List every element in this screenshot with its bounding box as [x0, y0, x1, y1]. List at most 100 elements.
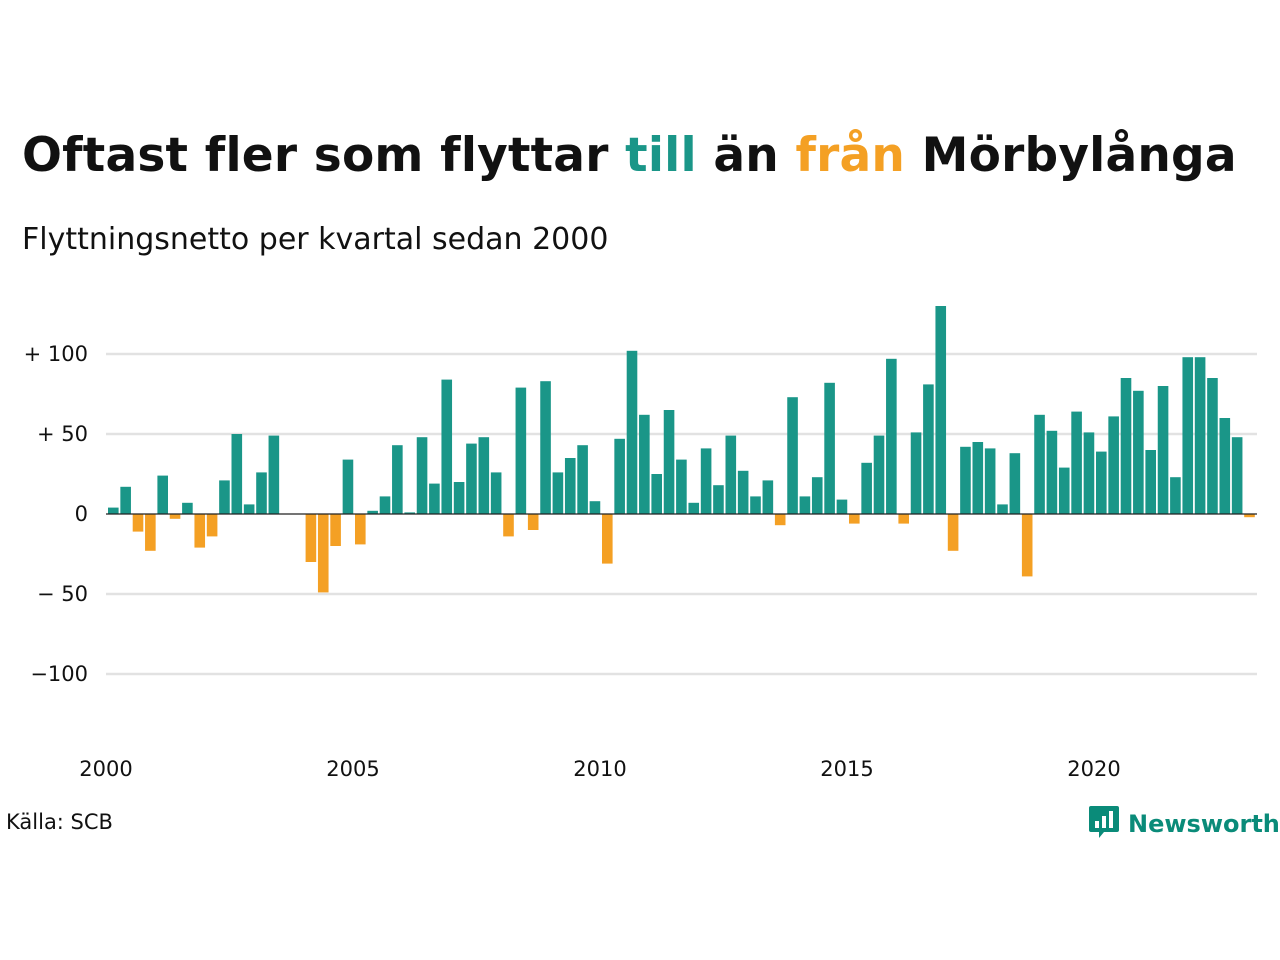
x-tick-label: 2005	[326, 757, 379, 781]
bar	[799, 496, 811, 514]
bar	[145, 514, 156, 551]
source-label: Källa: SCB	[6, 810, 113, 834]
bar	[1219, 418, 1231, 514]
bar	[824, 382, 835, 514]
bar	[305, 514, 317, 562]
title-part-3: Mörbylånga	[905, 128, 1237, 183]
bar	[960, 446, 971, 514]
bar	[206, 514, 218, 537]
y-tick-label: −100	[30, 662, 88, 686]
bar	[478, 437, 490, 514]
bar	[132, 514, 144, 532]
bar	[1021, 514, 1033, 577]
bar	[614, 438, 625, 514]
bar	[910, 432, 922, 514]
bar	[1182, 357, 1194, 514]
bar	[1145, 450, 1156, 514]
bar	[1108, 416, 1119, 514]
title-fran: från	[795, 128, 906, 183]
bar	[947, 514, 959, 551]
bar	[1133, 390, 1144, 514]
bar	[602, 514, 613, 564]
bar	[120, 486, 131, 514]
bar	[317, 514, 329, 593]
bar	[663, 410, 675, 514]
bar	[577, 445, 588, 514]
bar	[1034, 414, 1045, 514]
bar	[466, 443, 477, 514]
x-tick-label: 2015	[820, 757, 873, 781]
brand-name: Newsworthy	[1128, 810, 1280, 838]
bar	[676, 459, 687, 514]
x-axis-ticks: 2000 2005 2010 2015 2020	[79, 757, 1120, 781]
bar-chart: + 100 + 50 0 − 50 −100 2000 2005 2010 2015 2020	[24, 306, 1257, 781]
bar	[972, 442, 984, 514]
y-tick-label: + 100	[24, 342, 88, 366]
bar	[861, 462, 872, 514]
bars	[108, 306, 1255, 593]
bar	[1046, 430, 1058, 514]
bar	[194, 514, 206, 548]
bar	[589, 501, 601, 514]
bar	[268, 435, 280, 514]
bar	[169, 514, 181, 519]
bar	[552, 472, 564, 514]
bar	[1058, 467, 1070, 514]
bar	[923, 384, 934, 514]
bar	[416, 437, 428, 514]
bar	[886, 358, 897, 514]
bar	[1231, 437, 1243, 514]
chart-title: Oftast fler som flyttar till än från Mör…	[22, 128, 1237, 184]
bar	[453, 482, 465, 514]
bar	[379, 496, 391, 514]
title-part-1: Oftast fler som flyttar	[22, 128, 626, 183]
bar	[849, 514, 860, 524]
bar	[1071, 411, 1082, 514]
bar	[1096, 451, 1107, 514]
bar	[935, 306, 947, 514]
bar	[441, 379, 453, 514]
bar	[898, 514, 909, 524]
chart-subtitle: Flyttningsnetto per kvartal sedan 2000	[22, 222, 609, 257]
bar	[503, 514, 514, 537]
bar	[367, 510, 378, 514]
bar	[836, 499, 848, 514]
bar	[1207, 378, 1218, 514]
bar	[1120, 378, 1132, 514]
bar	[787, 397, 798, 514]
bar	[639, 414, 650, 514]
bar	[873, 435, 885, 514]
x-tick-label: 2010	[573, 757, 626, 781]
bar	[688, 502, 700, 514]
bar	[750, 496, 761, 514]
bar	[984, 448, 996, 514]
bar	[700, 448, 712, 514]
y-tick-label: + 50	[37, 422, 88, 446]
title-part-2: än	[696, 128, 796, 183]
bar	[540, 381, 551, 514]
y-tick-label: 0	[75, 502, 88, 526]
bar	[774, 514, 786, 526]
newsworthy-logo[interactable]: Newsworthy	[1088, 804, 1280, 844]
bar-chart-speech-bubble-icon	[1088, 804, 1120, 844]
bar	[713, 485, 724, 514]
bar	[355, 514, 366, 545]
bar	[182, 502, 193, 514]
bar	[564, 458, 576, 514]
bar	[1083, 432, 1095, 514]
bar	[157, 475, 168, 514]
x-tick-label: 2020	[1067, 757, 1120, 781]
gridlines	[106, 352, 1257, 676]
bar	[762, 480, 774, 514]
bar	[1009, 453, 1021, 514]
y-tick-label: − 50	[37, 582, 88, 606]
bar	[527, 514, 539, 530]
bar	[811, 477, 823, 514]
bar	[626, 350, 638, 514]
bar	[997, 504, 1008, 514]
bar	[330, 514, 341, 546]
bar	[342, 459, 354, 514]
bar	[256, 472, 267, 514]
bar	[404, 512, 415, 514]
bar	[737, 470, 749, 514]
